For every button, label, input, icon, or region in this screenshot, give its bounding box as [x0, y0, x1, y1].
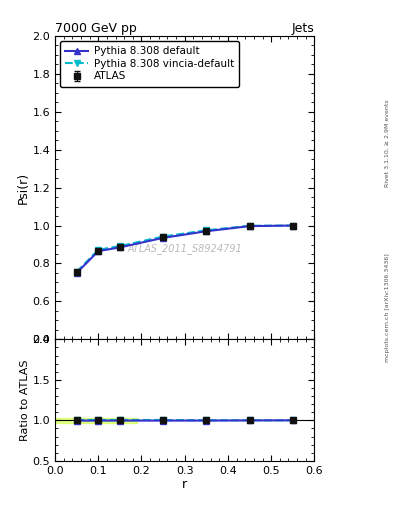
Pythia 8.308 default — [204, 228, 209, 234]
Pythia 8.308 default — [247, 223, 252, 229]
Pythia 8.308 default — [96, 248, 101, 254]
Text: Jets: Jets — [292, 22, 314, 35]
Pythia 8.308 vincia-default — [161, 233, 165, 240]
Pythia 8.308 default — [118, 244, 122, 250]
Legend: Pythia 8.308 default, Pythia 8.308 vincia-default, ATLAS: Pythia 8.308 default, Pythia 8.308 vinci… — [60, 41, 239, 87]
Y-axis label: Ratio to ATLAS: Ratio to ATLAS — [20, 359, 29, 441]
Pythia 8.308 vincia-default — [290, 223, 295, 229]
Pythia 8.308 vincia-default — [74, 269, 79, 275]
Pythia 8.308 default — [290, 223, 295, 229]
Line: Pythia 8.308 vincia-default: Pythia 8.308 vincia-default — [73, 222, 296, 275]
Y-axis label: Psi(r): Psi(r) — [17, 172, 29, 204]
Text: mcplots.cern.ch [arXiv:1306.3436]: mcplots.cern.ch [arXiv:1306.3436] — [385, 253, 389, 361]
Pythia 8.308 vincia-default — [204, 227, 209, 233]
Pythia 8.308 vincia-default — [247, 223, 252, 229]
Text: ATLAS_2011_S8924791: ATLAS_2011_S8924791 — [127, 243, 242, 254]
Pythia 8.308 vincia-default — [118, 243, 122, 249]
Text: Rivet 3.1.10, ≥ 2.9M events: Rivet 3.1.10, ≥ 2.9M events — [385, 99, 389, 187]
Pythia 8.308 vincia-default — [96, 247, 101, 253]
Pythia 8.308 default — [74, 270, 79, 276]
Line: Pythia 8.308 default: Pythia 8.308 default — [73, 222, 296, 276]
X-axis label: r: r — [182, 478, 187, 492]
Text: 7000 GeV pp: 7000 GeV pp — [55, 22, 137, 35]
Pythia 8.308 default — [161, 235, 165, 241]
